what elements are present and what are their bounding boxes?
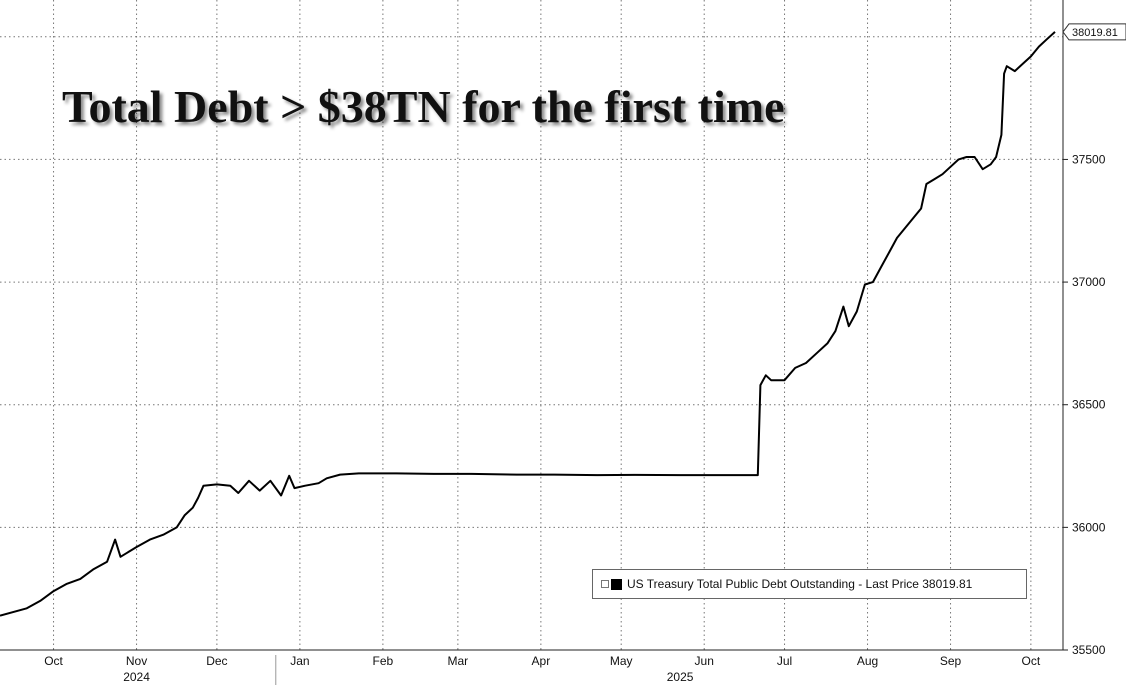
- legend-expand-icon[interactable]: [601, 580, 609, 588]
- last-value-text: 38019.81: [1072, 27, 1118, 39]
- x-tick-label: Aug: [857, 654, 878, 668]
- legend-series-name: US Treasury Total Public Debt Outstandin…: [627, 577, 973, 591]
- x-tick-label: Jun: [695, 654, 714, 668]
- x-tick-label: May: [610, 654, 633, 668]
- x-tick-label: Oct: [44, 654, 63, 668]
- y-tick-label: 36000: [1072, 520, 1106, 534]
- y-tick-label: 37500: [1072, 152, 1106, 166]
- x-tick-label: Nov: [126, 654, 147, 668]
- x-tick-label: Jan: [290, 654, 309, 668]
- last-value-tag: [1062, 23, 1126, 41]
- x-tick-label: Jul: [777, 654, 792, 668]
- series-layer: [0, 31, 1056, 617]
- x-tick-label: Oct: [1022, 654, 1041, 668]
- x-tick-label: Dec: [206, 654, 227, 668]
- legend-swatch-icon: [611, 578, 622, 590]
- tick-labels: 35500 36000 36500 37000 37500 Oct Nov Dec Jan Feb…: [44, 23, 1126, 684]
- y-tick-label: 35500: [1072, 643, 1106, 657]
- chart-legend: US Treasury Total Public Debt Outstandin…: [592, 569, 1027, 599]
- last-value-label: 38019.81: [1062, 23, 1126, 41]
- y-tick-label: 37000: [1072, 275, 1106, 289]
- x-tick-label: Apr: [532, 654, 551, 668]
- chart-title: Total Debt > $38TN for the first time: [62, 81, 785, 132]
- x-tick-label: Sep: [940, 654, 962, 668]
- grid-lines: [0, 0, 1063, 651]
- x-year-label: 2024: [123, 670, 150, 684]
- y-tick-label: 36500: [1072, 398, 1106, 412]
- x-year-label: 2025: [667, 670, 694, 684]
- axes: [0, 0, 1068, 685]
- x-tick-label: Feb: [373, 654, 394, 668]
- series-line: [0, 31, 1056, 617]
- x-tick-label: Mar: [448, 654, 469, 668]
